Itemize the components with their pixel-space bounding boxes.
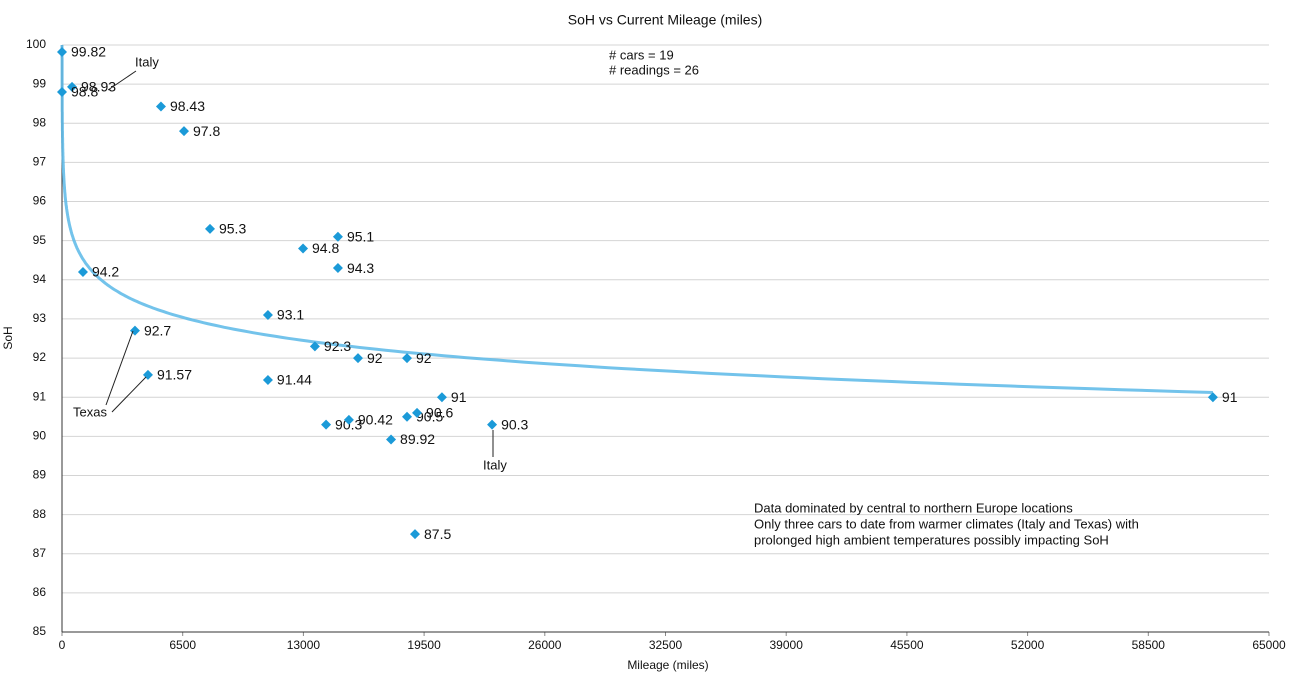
data-label: 92.3	[324, 338, 351, 354]
y-tick-label: 92	[33, 350, 47, 364]
x-tick-label: 32500	[649, 638, 683, 652]
data-label: 90.5	[416, 408, 443, 424]
data-point	[352, 353, 363, 364]
note-text: prolonged high ambient temperatures poss…	[754, 532, 1109, 547]
y-tick-label: 95	[33, 233, 47, 247]
data-point	[298, 243, 309, 254]
data-label: 92	[367, 350, 383, 366]
data-label: 97.8	[193, 123, 220, 139]
data-label: 98.8	[71, 84, 98, 100]
x-tick-label: 19500	[407, 638, 441, 652]
annotation-connector	[111, 376, 147, 413]
data-point	[386, 434, 397, 445]
x-tick-label: 45500	[890, 638, 924, 652]
y-tick-label: 97	[33, 155, 47, 169]
stats-text: # readings = 26	[609, 62, 699, 77]
y-tick-label: 93	[33, 311, 47, 325]
data-label: 91	[1222, 389, 1238, 405]
y-tick-label: 85	[33, 624, 47, 638]
data-point	[402, 353, 413, 364]
data-point	[262, 374, 273, 385]
x-tick-label: 52000	[1011, 638, 1045, 652]
note-text: Only three cars to date from warmer clim…	[754, 516, 1139, 531]
annotation-connector	[107, 70, 137, 91]
x-tick-label: 65000	[1252, 638, 1286, 652]
data-label: 90.42	[358, 412, 393, 428]
data-label: 95.3	[219, 221, 246, 237]
annotation: Italy	[483, 457, 507, 472]
data-label: 87.5	[424, 526, 451, 542]
trendline	[60, 45, 1213, 394]
y-axis-label: SoH	[1, 326, 15, 349]
x-tick-label: 13000	[287, 638, 321, 652]
data-label: 90.6	[426, 405, 453, 421]
y-tick-label: 96	[33, 194, 47, 208]
data-label: 94.8	[312, 240, 339, 256]
data-label: 98.93	[81, 79, 116, 95]
y-tick-label: 87	[33, 546, 47, 560]
y-tick-label: 99	[33, 76, 47, 90]
data-point	[204, 223, 215, 234]
data-label: 91.44	[277, 372, 312, 388]
data-point	[77, 266, 88, 277]
data-label: 91	[451, 389, 467, 405]
x-tick-label: 26000	[528, 638, 562, 652]
data-label: 94.2	[92, 264, 119, 280]
annotation-connector	[105, 330, 134, 406]
annotation: Italy	[135, 54, 159, 69]
y-tick-label: 94	[33, 272, 47, 286]
data-label: 98.43	[170, 98, 205, 114]
data-label: 90.3	[501, 416, 528, 432]
data-point	[57, 86, 67, 97]
data-label: 92	[416, 350, 432, 366]
annotation: Texas	[73, 404, 107, 419]
y-tick-label: 98	[33, 115, 47, 129]
y-tick-label: 90	[33, 429, 47, 443]
data-point	[155, 101, 166, 112]
x-tick-label: 0	[59, 638, 66, 652]
data-point	[412, 407, 423, 418]
data-point	[402, 411, 413, 422]
x-tick-label: 39000	[770, 638, 804, 652]
y-tick-label: 91	[33, 389, 47, 403]
data-point	[332, 231, 343, 242]
data-label: 99.82	[71, 44, 106, 60]
y-tick-label: 89	[33, 468, 47, 482]
data-point	[343, 414, 354, 425]
x-tick-label: 6500	[169, 638, 196, 652]
data-point	[1207, 392, 1218, 403]
y-tick-label: 86	[33, 585, 47, 599]
data-point	[436, 392, 447, 403]
stats-text: # cars = 19	[609, 47, 674, 62]
data-label: 93.1	[277, 307, 304, 323]
data-point	[309, 341, 320, 352]
data-point	[178, 126, 189, 137]
data-point	[410, 529, 421, 540]
data-point	[332, 263, 343, 274]
data-label: 95.1	[347, 228, 374, 244]
data-point	[57, 47, 67, 58]
data-point	[487, 419, 498, 430]
note-text: Data dominated by central to northern Eu…	[754, 500, 1073, 515]
y-tick-label: 88	[33, 507, 47, 521]
data-label: 91.57	[157, 367, 192, 383]
x-axis-label: Mileage (miles)	[627, 658, 708, 672]
data-label: 89.92	[400, 431, 435, 447]
data-point	[67, 81, 78, 92]
chart-title: SoH vs Current Mileage (miles)	[568, 12, 763, 28]
x-tick-label: 58500	[1132, 638, 1166, 652]
data-point	[321, 419, 332, 430]
data-label: 94.3	[347, 260, 374, 276]
data-label: 92.7	[144, 322, 171, 338]
y-tick-label: 100	[26, 37, 46, 51]
data-point	[262, 310, 273, 321]
